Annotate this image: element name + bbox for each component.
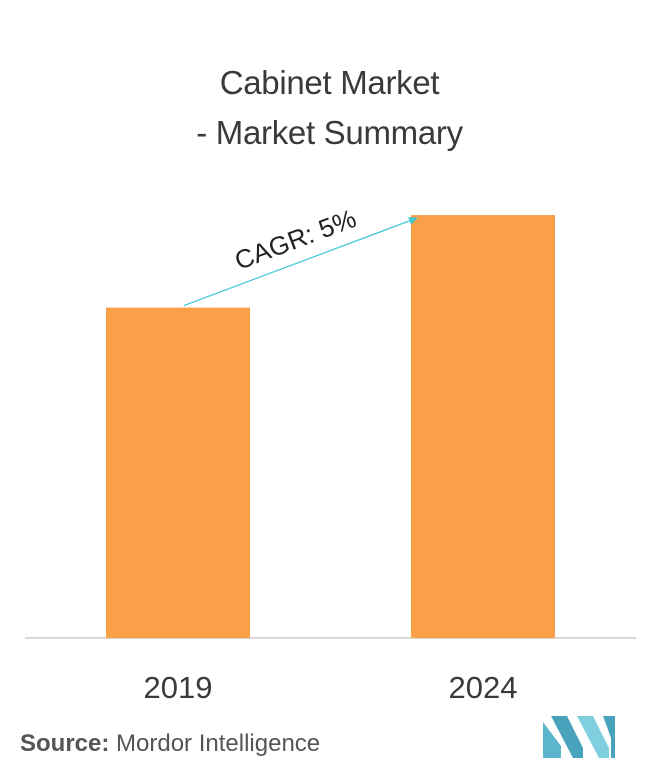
chart-title-line-2: - Market Summary (196, 114, 463, 151)
bar-2019 (106, 307, 250, 638)
chart-title-line-1: Cabinet Market (219, 64, 440, 101)
source-text: Mordor Intelligence (116, 730, 321, 757)
mordor-intelligence-logo-icon (543, 716, 615, 758)
bars-group (106, 215, 555, 639)
cagr-arrow (183, 217, 418, 307)
x-tick-label-2024: 2024 (449, 670, 518, 705)
x-tick-labels: 2019 2024 (144, 670, 518, 705)
x-tick-label-2019: 2019 (144, 670, 213, 705)
source-note: Source: Mordor Intelligence (20, 730, 320, 758)
cagr-annotation: CAGR: 5% (231, 203, 361, 276)
chart-title: Cabinet Market - Market Summary (0, 58, 659, 158)
bar-2024 (411, 215, 555, 639)
source-label: Source: (20, 730, 110, 757)
